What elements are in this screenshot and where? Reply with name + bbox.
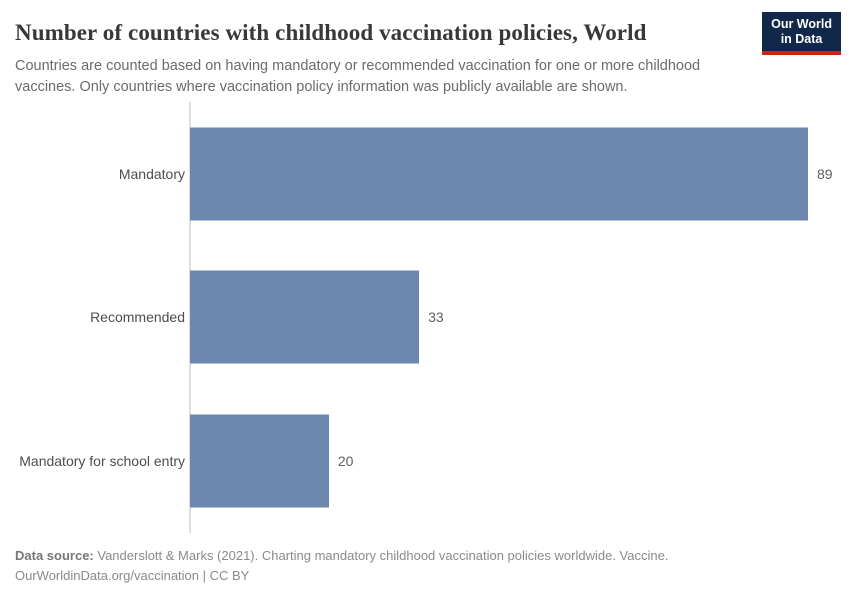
chart-header: Number of countries with childhood vacci… — [0, 0, 850, 98]
owid-logo-line2: in Data — [780, 32, 823, 46]
bar[interactable] — [190, 127, 808, 221]
bar[interactable] — [190, 270, 420, 364]
chart-footer: Data source: Vanderslott & Marks (2021).… — [15, 546, 850, 586]
y-axis-line — [189, 102, 191, 533]
data-source-label: Data source: — [15, 548, 94, 563]
attribution-line: OurWorldinData.org/vaccination | CC BY — [15, 568, 250, 583]
page-title: Number of countries with childhood vacci… — [15, 20, 647, 45]
value-label: 89 — [817, 165, 833, 182]
bar-chart: Mandatory 89 Recommended 33 Mandatory for sc… — [0, 102, 850, 533]
bar-row: Mandatory for school entry 20 — [0, 389, 850, 533]
bar-row: Recommended 33 — [0, 246, 850, 390]
bar-row: Mandatory 89 — [0, 102, 850, 246]
chart-subtitle: Countries are counted based on having ma… — [15, 58, 701, 95]
category-label: Mandatory for school entry — [19, 452, 185, 469]
bar-chart-rows: Mandatory 89 Recommended 33 Mandatory for sc… — [0, 102, 850, 533]
value-label: 20 — [337, 452, 354, 469]
owid-logo-line1: Our World — [771, 17, 832, 31]
data-source-text: Vanderslott & Marks (2021). Charting man… — [93, 548, 669, 563]
category-label: Mandatory — [118, 165, 185, 182]
category-label: Recommended — [90, 309, 185, 326]
value-label: 33 — [428, 309, 444, 326]
owid-logo: Our World in Data — [762, 12, 841, 55]
data-source-line: Data source: Vanderslott & Marks (2021).… — [15, 546, 850, 566]
bar[interactable] — [190, 414, 329, 508]
